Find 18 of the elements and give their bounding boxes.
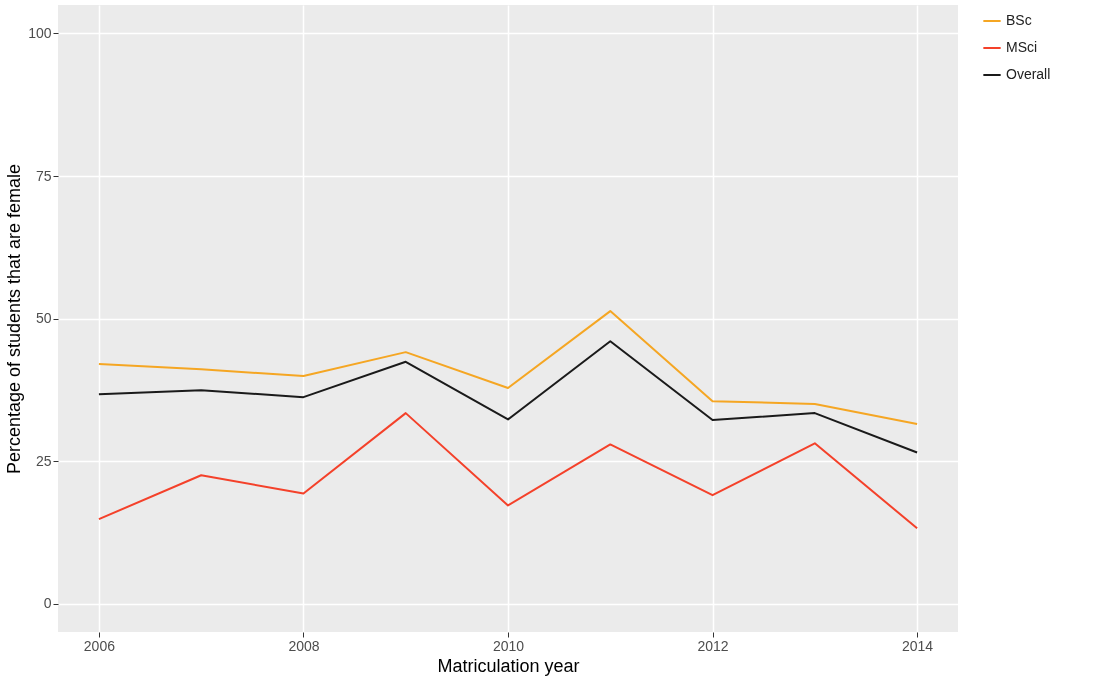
line-series <box>97 310 919 425</box>
x-axis-title: Matriculation year <box>437 655 580 676</box>
y-tick-label: 100 <box>28 25 52 41</box>
legend-label: Overall <box>1006 66 1051 82</box>
x-tick-label: 2006 <box>83 637 116 654</box>
x-tick-label: 2010 <box>492 637 525 654</box>
y-axis-title: Percentage of students that are female <box>4 163 25 475</box>
x-tick-label: 2014 <box>902 637 934 654</box>
line-series <box>97 340 919 454</box>
y-tick-label: 0 <box>43 595 52 611</box>
legend-label: BSc <box>1006 12 1032 28</box>
y-tick-label: 50 <box>35 310 52 326</box>
x-tick-label: 2012 <box>697 637 729 654</box>
y-tick-label: 25 <box>35 452 52 469</box>
legend-label: MSci <box>1006 39 1038 55</box>
y-tick-label: 75 <box>35 167 52 184</box>
line-series <box>97 412 919 530</box>
x-tick-label: 2008 <box>288 637 320 654</box>
